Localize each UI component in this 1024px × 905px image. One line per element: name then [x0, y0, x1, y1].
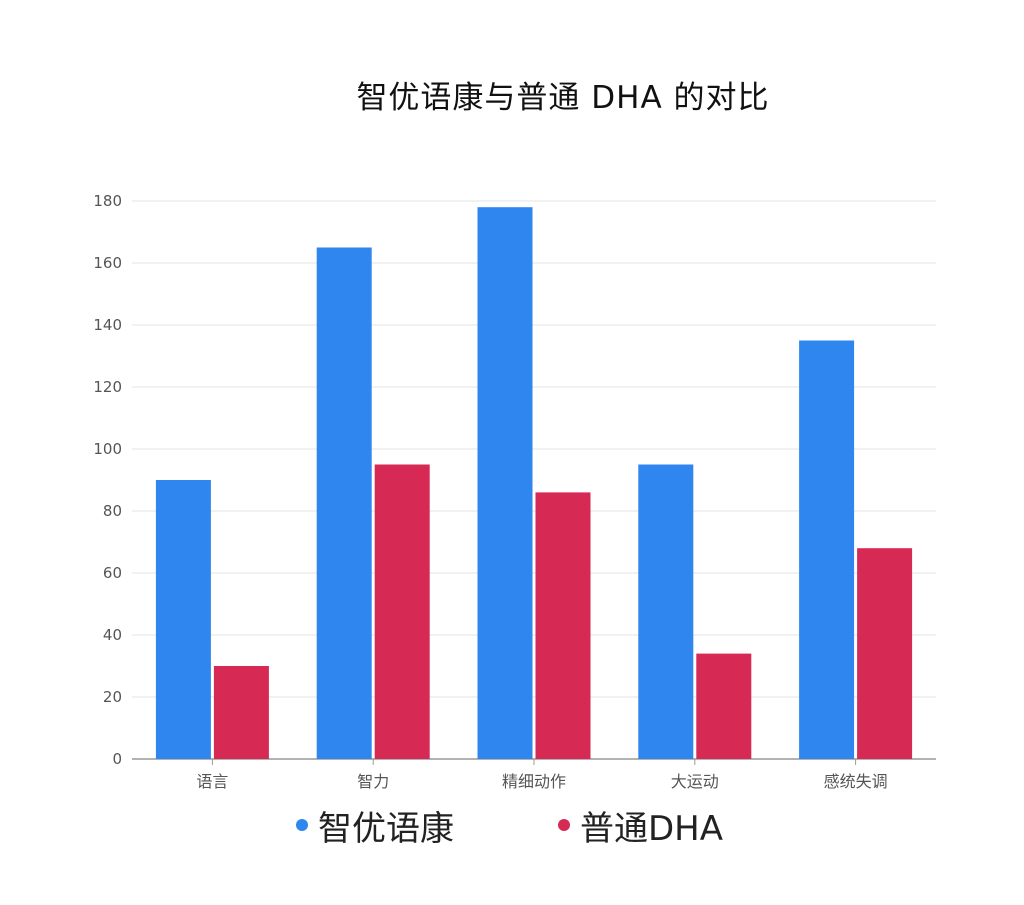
- legend-label-series-2: 普通DHA: [580, 808, 724, 849]
- x-tick-label-5: 感统失调: [824, 772, 888, 791]
- y-tick-label-160: 160: [93, 254, 122, 272]
- x-tick-label-1: 语言: [196, 772, 228, 791]
- legend-marker-series-2: [558, 819, 570, 831]
- bar-series-2-4: [696, 653, 752, 759]
- y-tick-label-40: 40: [103, 626, 122, 644]
- legend-label-series-1: 智优语康: [318, 808, 454, 849]
- bar-series-2-2: [374, 464, 430, 759]
- legend: 智优语康 普通DHA: [0, 800, 1024, 850]
- bar-series-1-2: [316, 247, 372, 759]
- y-tick-label-180: 180: [93, 192, 122, 210]
- y-tick-label-100: 100: [93, 440, 122, 458]
- y-tick-label-0: 0: [112, 750, 122, 768]
- bar-series-1-4: [638, 464, 694, 759]
- legend-item-series-2: 普通DHA: [558, 800, 723, 850]
- x-tick-label-3: 精细动作: [502, 772, 566, 791]
- x-tick-label-4: 大运动: [671, 772, 719, 791]
- legend-item-series-1: 智优语康: [296, 800, 454, 850]
- y-tick-label-20: 20: [103, 688, 122, 706]
- y-tick-label-140: 140: [93, 316, 122, 334]
- y-tick-label-80: 80: [103, 502, 122, 520]
- chart-title: 智优语康与普通 DHA 的对比: [356, 80, 770, 116]
- bar-series-1-3: [477, 207, 533, 759]
- legend-marker-series-1: [296, 819, 308, 831]
- bar-series-2-1: [213, 666, 269, 759]
- bar-series-1-5: [799, 340, 855, 759]
- bar-series-1-1: [155, 480, 211, 759]
- bar-series-2-3: [535, 492, 591, 759]
- x-tick-label-2: 智力: [357, 772, 389, 791]
- bar-series-2-5: [857, 548, 913, 759]
- y-tick-label-60: 60: [103, 564, 122, 582]
- y-tick-label-120: 120: [93, 378, 122, 396]
